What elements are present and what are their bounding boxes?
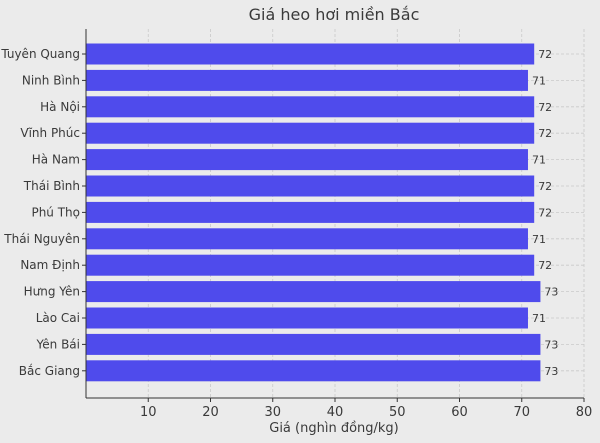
value-label: 73: [544, 338, 558, 351]
category-label: Yên Bái: [36, 337, 80, 351]
bar: [86, 333, 541, 355]
bar: [86, 122, 535, 144]
bar: [86, 360, 541, 382]
category-label: Bắc Giang: [19, 364, 80, 378]
value-label: 73: [544, 365, 558, 378]
category-label: Ninh Bình: [22, 73, 80, 87]
x-axis-label: Giá (nghìn đồng/kg): [269, 421, 399, 436]
category-label: Hà Nam: [32, 153, 80, 167]
x-tick-label: 50: [389, 405, 406, 420]
bar: [86, 175, 535, 197]
category-label: Phú Thọ: [31, 205, 80, 219]
category-label: Nam Định: [20, 258, 80, 272]
chart-title: Giá heo hơi miền Bắc: [249, 5, 420, 24]
category-labels: Tuyên Quang Ninh Bình Hà Nội Vĩnh Phúc Hà Na…: [0, 47, 86, 378]
value-label: 71: [532, 233, 546, 246]
bar: [86, 149, 528, 171]
value-label: 72: [538, 180, 552, 193]
bar: [86, 254, 535, 276]
category-label: Thái Nguyên: [3, 232, 80, 246]
bars: [86, 43, 541, 382]
category-label: Hưng Yên: [24, 285, 80, 299]
value-label: 73: [544, 286, 558, 299]
bar: [86, 96, 535, 118]
x-ticks: 10 20 30 40 50 60 70 80: [140, 398, 592, 420]
x-tick-label: 80: [576, 405, 593, 420]
category-label: Lào Cai: [36, 311, 80, 325]
category-label: Thái Bình: [23, 179, 80, 193]
x-tick-label: 10: [140, 405, 157, 420]
value-label: 71: [532, 74, 546, 87]
x-tick-label: 70: [513, 405, 530, 420]
value-label: 72: [538, 101, 552, 114]
value-label: 72: [538, 48, 552, 61]
bar: [86, 307, 528, 329]
bar: [86, 228, 528, 250]
bar: [86, 281, 541, 303]
value-label: 71: [532, 154, 546, 167]
bar: [86, 69, 528, 91]
value-label: 72: [538, 206, 552, 219]
value-label: 72: [538, 259, 552, 272]
value-labels: 72 71 72 72 71 72 72 71 72 73 71 73 73: [532, 48, 558, 378]
value-label: 72: [538, 127, 552, 140]
bar: [86, 201, 535, 223]
category-label: Vĩnh Phúc: [20, 126, 80, 140]
x-tick-label: 60: [451, 405, 468, 420]
category-label: Hà Nội: [40, 100, 80, 114]
x-tick-label: 40: [327, 405, 344, 420]
value-label: 71: [532, 312, 546, 325]
category-label: Tuyên Quang: [0, 47, 80, 61]
bar: [86, 43, 535, 65]
x-tick-label: 20: [202, 405, 219, 420]
x-tick-label: 30: [264, 405, 281, 420]
